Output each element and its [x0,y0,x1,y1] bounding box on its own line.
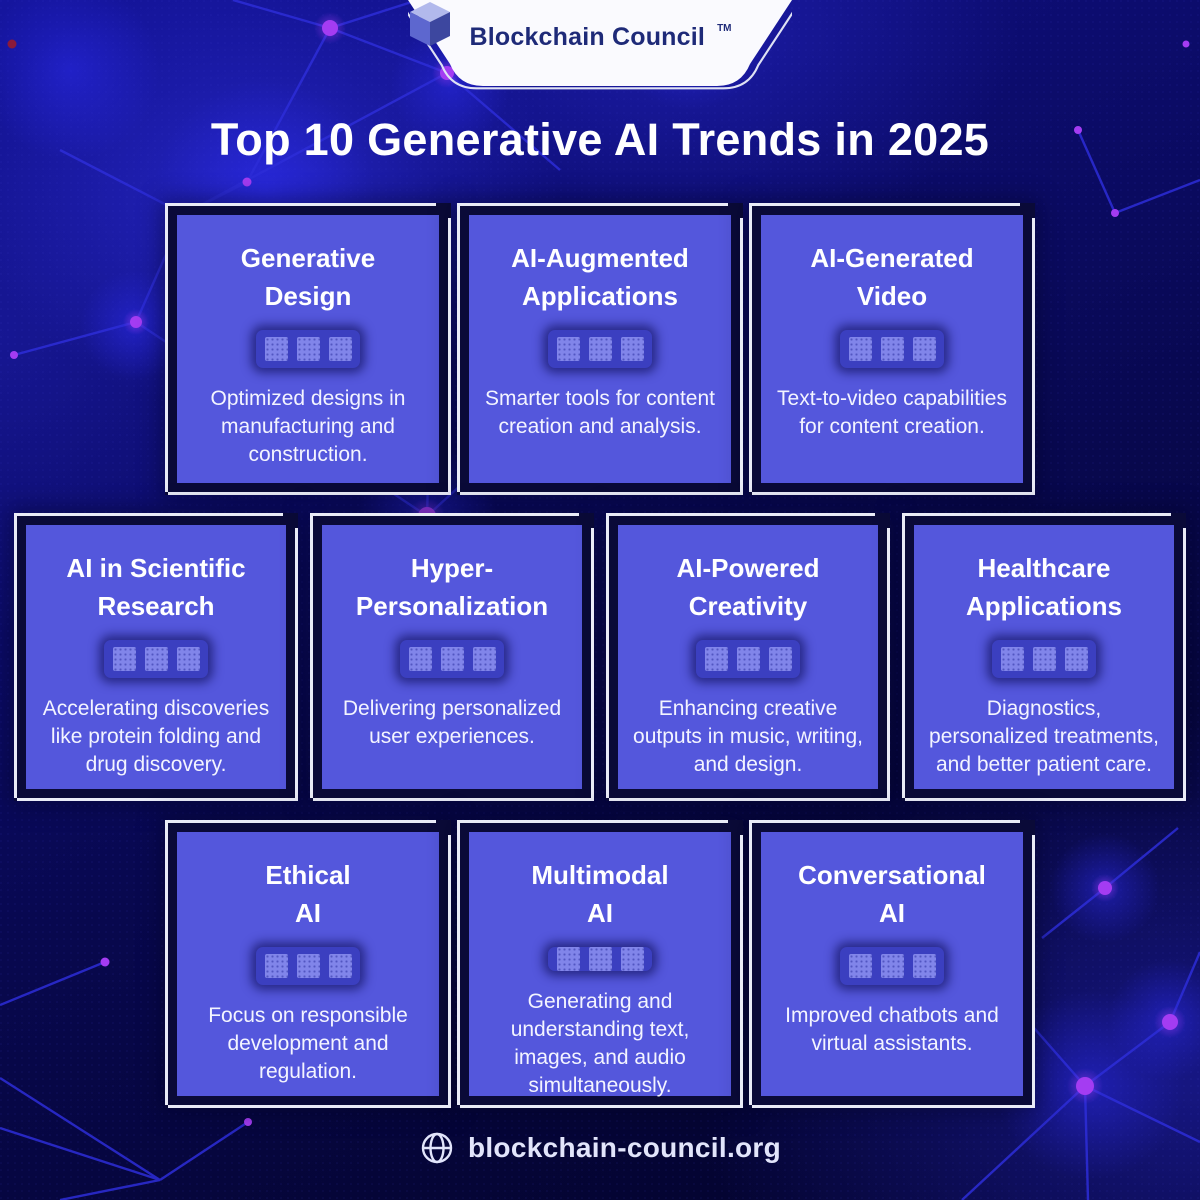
card-ai-generated-video: AI-Generated Video Text-to-video capabil… [749,203,1035,495]
card-description: Generating and understanding text, image… [510,990,690,1098]
three-blocks-icon [992,640,1096,679]
card-description: Diagnostics, personalized treatments, an… [929,697,1159,777]
card-title: Hyper- Personalization [355,553,549,621]
three-blocks-icon [696,640,800,679]
cards-row-1: Generative Design Optimized designs in m… [0,203,1200,495]
card-multimodal-ai: Multimodal AI Generating and understandi… [457,820,743,1108]
card-body: Generative Design Optimized designs in m… [177,215,439,483]
three-blocks-icon [840,947,944,986]
card-description: Optimized designs in manufacturing and c… [210,387,406,467]
card-ethical-ai: Ethical AI Focus on responsible developm… [165,820,451,1108]
card-body: AI-Augmented Applications Smarter tools … [469,215,731,483]
card-description: Enhancing creative outputs in music, wri… [633,697,863,777]
footer: blockchain-council.org [0,1130,1200,1166]
card-description: Delivering personalized user experiences… [342,697,562,749]
card-hyper-personalization: Hyper- Personalization Delivering person… [310,513,594,801]
trademark-symbol: TM [717,22,732,34]
card-description: Accelerating discoveries like protein fo… [42,697,270,777]
card-title: Ethical AI [265,860,351,928]
three-blocks-icon [548,330,652,369]
card-title: Generative Design [240,243,376,311]
card-conversational-ai: Conversational AI Improved chatbots and … [749,820,1035,1108]
card-body: Multimodal AI Generating and understandi… [469,832,731,1097]
page-title: Top 10 Generative AI Trends in 2025 [210,114,990,165]
brand-name: Blockchain Council [469,22,706,51]
card-body: Ethical AI Focus on responsible developm… [177,832,439,1096]
card-body: Healthcare Applications Diagnostics, per… [914,525,1174,789]
card-description: Focus on responsible development and reg… [208,1004,408,1084]
three-blocks-icon [104,640,208,679]
brand-banner: Blockchain Council TM [408,0,792,96]
banner-shape [408,0,792,90]
cards-row-3: Ethical AI Focus on responsible developm… [0,820,1200,1108]
card-ai-powered-creativity: AI-Powered Creativity Enhancing creative… [606,513,890,801]
card-description: Text-to-video capabilities for content c… [777,387,1007,439]
card-title: AI-Powered Creativity [676,553,820,621]
card-body: Hyper- Personalization Delivering person… [322,525,582,789]
card-title: Healthcare Applications [965,553,1122,621]
website-url[interactable]: blockchain-council.org [467,1132,782,1163]
card-title: Conversational AI [798,860,986,928]
three-blocks-icon [840,330,944,369]
card-ai-in-scientific-research: AI in Scientific Research Accelerating d… [14,513,298,801]
card-title: Multimodal AI [531,860,669,928]
card-body: AI-Generated Video Text-to-video capabil… [761,215,1023,483]
three-blocks-icon [256,947,360,986]
globe-icon [421,1132,453,1164]
three-blocks-icon [400,640,504,679]
cards-row-2: AI in Scientific Research Accelerating d… [0,513,1200,801]
three-blocks-icon [256,330,360,369]
card-title: AI-Generated Video [810,243,974,311]
card-body: AI-Powered Creativity Enhancing creative… [618,525,878,789]
card-generative-design: Generative Design Optimized designs in m… [165,203,451,495]
card-description: Smarter tools for content creation and a… [485,387,715,439]
brand-lockup: Blockchain Council TM [408,0,792,74]
blockchain-council-logo [410,2,450,46]
card-title: AI in Scientific Research [66,553,246,621]
card-description: Improved chatbots and virtual assistants… [785,1004,999,1056]
card-title: AI-Augmented Applications [511,243,689,311]
three-blocks-icon [548,947,652,972]
card-body: AI in Scientific Research Accelerating d… [26,525,286,789]
card-healthcare-applications: Healthcare Applications Diagnostics, per… [902,513,1186,801]
card-body: Conversational AI Improved chatbots and … [761,832,1023,1096]
card-ai-augmented-applications: AI-Augmented Applications Smarter tools … [457,203,743,495]
